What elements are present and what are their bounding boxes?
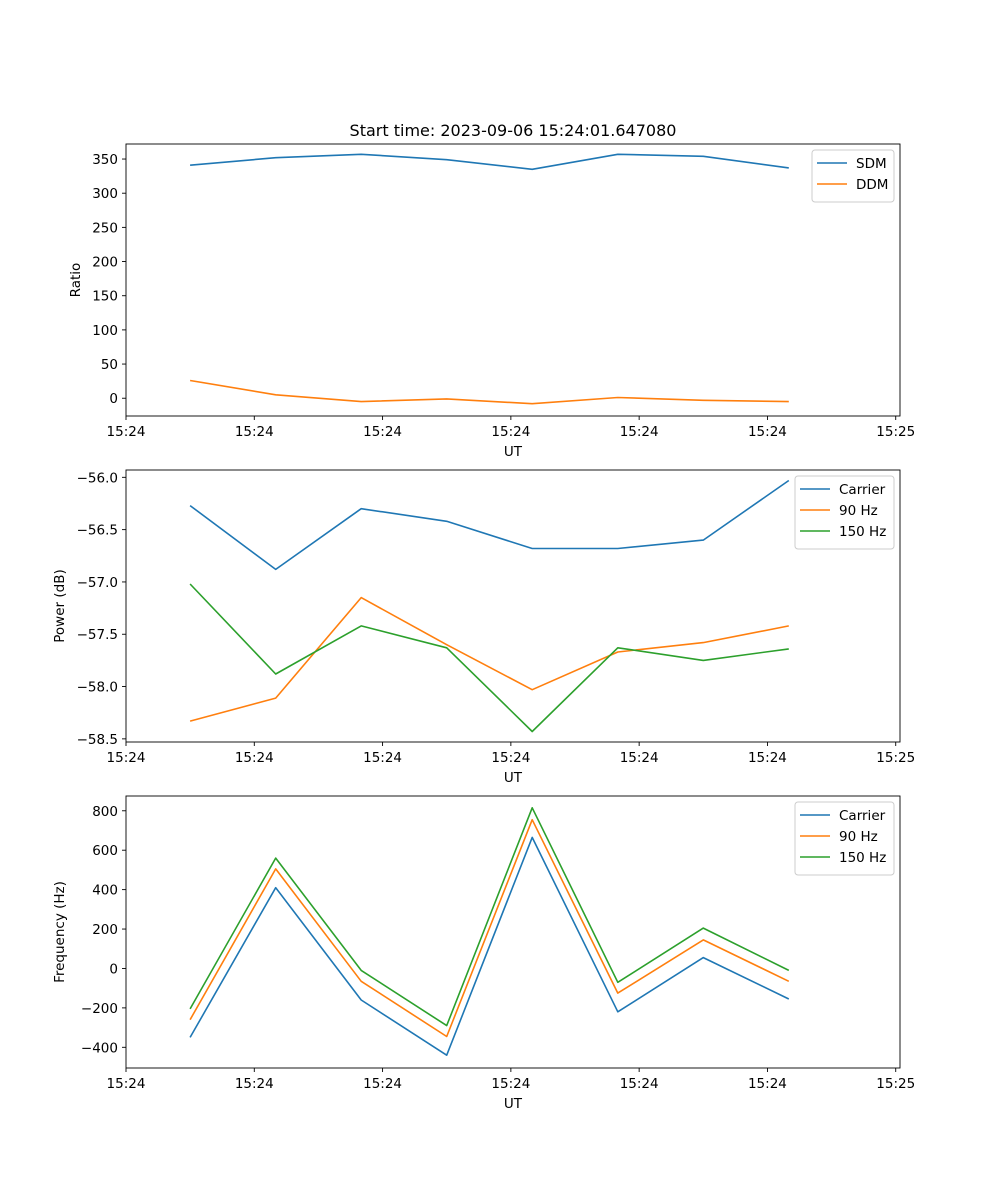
power-panel: 15:24 15:24 15:24 15:24 15:24 15:24 15:25 −58.5… — [52, 469, 915, 786]
ratio-x-tick-label: 15:24 — [107, 424, 146, 440]
power-axes-frame — [125, 469, 901, 743]
ratio-y-axis-label: Ratio — [68, 263, 84, 298]
power-y-tick-label: −58.0 — [77, 680, 118, 696]
power-legend: Carrier 90 Hz 150 Hz — [794, 475, 895, 550]
ratio-legend-label-sdm: SDM — [856, 156, 887, 172]
frequency-legend-label-150-hz: 150 Hz — [839, 850, 886, 866]
power-series-line-90-hz — [189, 596, 789, 722]
frequency-x-axis-label: UT — [504, 1096, 523, 1112]
ratio-x-tick-label: 15:24 — [363, 424, 402, 440]
ratio-x-tick-label: 15:24 — [748, 424, 787, 440]
ratio-panel: 15:24 15:24 15:24 15:24 15:24 15:24 15:25 0 50 10… — [68, 143, 915, 460]
frequency-x-tick-label: 15:24 — [363, 1076, 402, 1092]
frequency-series-line-carrier — [189, 836, 790, 1056]
frequency-y-tick-label: 0 — [109, 961, 118, 977]
ratio-y-tick-label: 0 — [109, 391, 118, 407]
frequency-x-tick-label: 15:24 — [748, 1076, 787, 1092]
frequency-legend: Carrier 90 Hz 150 Hz — [794, 801, 895, 876]
ratio-y-tick-label: 350 — [92, 152, 118, 168]
ratio-y-tick-label: 300 — [92, 186, 118, 202]
ratio-x-tick-label: 15:25 — [876, 424, 915, 440]
ratio-series-line-sdm — [190, 153, 789, 171]
power-x-tick-label: 15:24 — [363, 750, 402, 766]
frequency-y-tick-label: 600 — [92, 843, 118, 859]
frequency-panel: 15:24 15:24 15:24 15:24 15:24 15:24 15:25 −400 −… — [52, 795, 915, 1112]
frequency-series-line-150-hz — [189, 806, 790, 1027]
power-series-group — [189, 479, 790, 733]
power-legend-label-carrier: Carrier — [839, 482, 886, 498]
frequency-legend-label-carrier: Carrier — [839, 808, 886, 824]
ratio-y-tick-label: 250 — [92, 220, 118, 236]
frequency-x-tick-label: 15:24 — [620, 1076, 659, 1092]
power-x-tick-label: 15:25 — [876, 750, 915, 766]
ratio-x-tick-label: 15:24 — [620, 424, 659, 440]
ratio-legend-label-ddm: DDM — [856, 177, 888, 193]
frequency-series-line-90-hz — [189, 818, 790, 1038]
ratio-y-tick-label: 200 — [92, 255, 118, 271]
power-y-axis-label: Power (dB) — [52, 569, 68, 642]
frequency-x-tick-label: 15:24 — [235, 1076, 274, 1092]
power-series-line-carrier — [189, 479, 790, 571]
frequency-y-tick-label: −400 — [81, 1040, 118, 1056]
power-x-tick-label: 15:24 — [107, 750, 146, 766]
ratio-axes-frame — [125, 143, 901, 417]
power-legend-label-90-hz: 90 Hz — [839, 503, 878, 519]
ratio-x-tick-label: 15:24 — [491, 424, 530, 440]
power-x-tick-label: 15:24 — [620, 750, 659, 766]
frequency-series-group — [189, 806, 790, 1056]
ratio-x-axis-label: UT — [504, 444, 523, 460]
ratio-y-tick-label: 50 — [101, 357, 118, 373]
power-y-tick-label: −58.5 — [77, 732, 118, 748]
ratio-y-tick-label: 100 — [92, 323, 118, 339]
power-y-tick-label: −57.5 — [77, 627, 118, 643]
frequency-y-tick-label: 400 — [92, 883, 118, 899]
power-legend-label-150-hz: 150 Hz — [839, 524, 886, 540]
power-x-tick-label: 15:24 — [491, 750, 530, 766]
frequency-y-tick-label: 200 — [92, 922, 118, 938]
power-series-line-150-hz — [189, 583, 789, 733]
frequency-x-tick-label: 15:25 — [876, 1076, 915, 1092]
chart-title: Start time: 2023-09-06 15:24:01.647080 — [350, 121, 677, 140]
power-x-tick-label: 15:24 — [748, 750, 787, 766]
frequency-axes-frame — [125, 795, 901, 1069]
power-y-tick-label: −56.5 — [77, 523, 118, 539]
figure-title-group: Start time: 2023-09-06 15:24:01.647080 — [350, 121, 677, 140]
ratio-series-line-ddm — [189, 379, 789, 405]
power-y-tick-label: −56.0 — [77, 470, 118, 486]
frequency-x-tick-label: 15:24 — [491, 1076, 530, 1092]
power-x-tick-label: 15:24 — [235, 750, 274, 766]
power-x-axis-label: UT — [504, 770, 523, 786]
ratio-legend: SDM DDM — [811, 149, 895, 203]
frequency-y-tick-label: −200 — [81, 1001, 118, 1017]
frequency-y-tick-label: 800 — [92, 804, 118, 820]
frequency-x-tick-label: 15:24 — [107, 1076, 146, 1092]
ratio-series-group — [189, 153, 789, 405]
ratio-x-tick-label: 15:24 — [235, 424, 274, 440]
ratio-y-tick-label: 150 — [92, 289, 118, 305]
frequency-y-axis-label: Frequency (Hz) — [52, 881, 68, 983]
frequency-legend-label-90-hz: 90 Hz — [839, 829, 878, 845]
power-y-tick-label: −57.0 — [77, 575, 118, 591]
